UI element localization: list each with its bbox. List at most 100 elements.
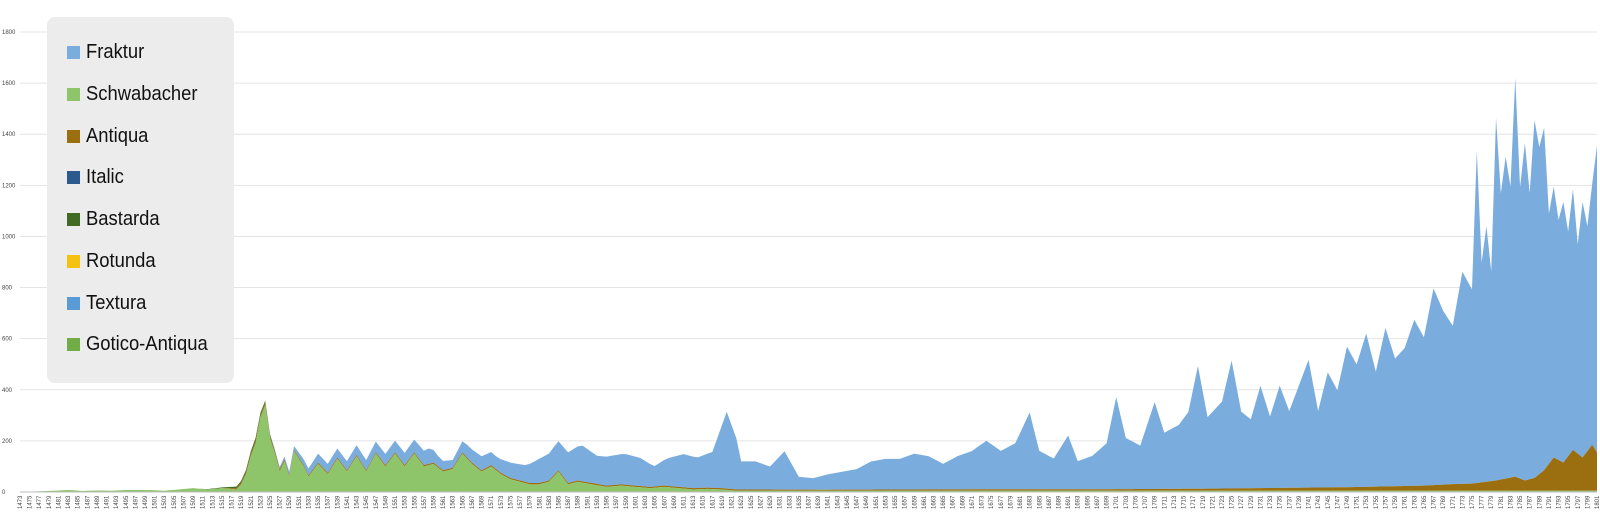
x-tick-label: 1563	[451, 495, 457, 509]
x-tick-label: 1583	[547, 495, 553, 509]
area-schwabacher	[20, 405, 1597, 492]
x-tick-label: 1645	[845, 495, 851, 509]
x-tick-label: 1509	[191, 495, 197, 509]
y-tick-label: 1800	[2, 30, 16, 36]
x-tick-label: 1593	[595, 495, 601, 509]
x-tick-label: 1719	[1201, 495, 1207, 509]
x-tick-label: 1773	[1460, 495, 1466, 509]
legend-item-bastarda[interactable]: Bastarda	[67, 204, 166, 234]
x-tick-label: 1665	[941, 495, 947, 509]
legend-item-italic[interactable]: Italic	[67, 162, 127, 192]
x-tick-label: 1597	[614, 495, 620, 509]
x-tick-label: 1589	[576, 495, 582, 509]
x-tick-label: 1499	[143, 495, 149, 509]
x-tick-label: 1753	[1364, 495, 1370, 509]
x-tick-label: 1767	[1432, 495, 1438, 509]
x-tick-label: 1729	[1249, 495, 1255, 509]
x-tick-label: 1535	[316, 495, 322, 509]
x-tick-label: 1691	[1066, 495, 1072, 509]
x-tick-label: 1749	[1345, 495, 1351, 509]
x-tick-label: 1613	[691, 495, 697, 509]
x-tick-label: 1743	[1316, 495, 1322, 509]
x-tick-label: 1505	[172, 495, 178, 509]
x-tick-label: 1779	[1489, 495, 1495, 509]
x-tick-label: 1711	[1162, 495, 1168, 509]
series-areas	[20, 78, 1597, 492]
x-tick-label: 1643	[835, 495, 841, 509]
x-tick-label: 1639	[816, 495, 822, 509]
legend-swatch-rotunda	[67, 254, 80, 268]
x-tick-label: 1609	[672, 495, 678, 509]
x-tick-label: 1655	[893, 495, 899, 509]
y-tick-label: 400	[2, 388, 13, 394]
x-tick-label: 1689	[1057, 495, 1063, 509]
x-tick-label: 1637	[807, 495, 813, 509]
x-tick-label: 1567	[470, 495, 476, 509]
x-tick-label: 1529	[287, 495, 293, 509]
legend-label-gotico-antiqua: Gotico-Antiqua	[86, 332, 208, 355]
x-tick-label: 1561	[441, 495, 447, 509]
x-tick-label: 1763	[1412, 495, 1418, 509]
x-tick-label: 1745	[1326, 495, 1332, 509]
x-tick-label: 1781	[1499, 495, 1505, 509]
x-tick-label: 1765	[1422, 495, 1428, 509]
legend-item-textura[interactable]: Textura	[67, 288, 152, 318]
x-tick-label: 1579	[528, 495, 534, 509]
legend-label-rotunda: Rotunda	[86, 249, 156, 272]
x-tick-label: 1677	[999, 495, 1005, 509]
x-tick-label: 1573	[499, 495, 505, 509]
x-tick-label: 1715	[1182, 495, 1188, 509]
x-tick-label: 1759	[1393, 495, 1399, 509]
legend-item-gotico-antiqua[interactable]: Gotico-Antiqua	[67, 329, 218, 359]
x-tick-label: 1581	[537, 495, 543, 509]
y-tick-label: 800	[2, 286, 13, 292]
legend-swatch-textura	[67, 296, 80, 310]
x-tick-label: 1793	[1557, 495, 1563, 509]
legend-item-fraktur[interactable]: Fraktur	[67, 37, 149, 67]
x-tick-label: 1525	[268, 495, 274, 509]
legend-item-rotunda[interactable]: Rotunda	[67, 246, 162, 276]
x-tick-label: 1495	[124, 495, 130, 509]
x-tick-label: 1795	[1566, 495, 1572, 509]
legend-label-italic: Italic	[86, 165, 124, 188]
x-tick-label: 1709	[1153, 495, 1159, 509]
x-tick-label: 1603	[643, 495, 649, 509]
x-tick-label: 1633	[787, 495, 793, 509]
x-tick-label: 1775	[1470, 495, 1476, 509]
x-tick-label: 1651	[874, 495, 880, 509]
x-tick-label: 1695	[1085, 495, 1091, 509]
x-tick-label: 1801	[1595, 495, 1600, 509]
legend-swatch-antiqua	[67, 129, 80, 143]
x-tick-label: 1683	[1028, 495, 1034, 509]
x-tick-label: 1701	[1114, 495, 1120, 509]
x-tick-label: 1531	[297, 495, 303, 509]
x-tick-label: 1659	[912, 495, 918, 509]
x-tick-label: 1537	[326, 495, 332, 509]
x-tick-label: 1481	[57, 495, 63, 509]
x-tick-label: 1601	[633, 495, 639, 509]
x-tick-label: 1527	[278, 495, 284, 509]
x-tick-label: 1769	[1441, 495, 1447, 509]
x-tick-label: 1771	[1451, 495, 1457, 509]
x-tick-label: 1687	[1047, 495, 1053, 509]
x-tick-label: 1755	[1374, 495, 1380, 509]
x-tick-label: 1559	[432, 495, 438, 509]
y-tick-label: 600	[2, 337, 13, 343]
x-tick-label: 1599	[624, 495, 630, 509]
x-tick-label: 1587	[566, 495, 572, 509]
x-tick-label: 1667	[951, 495, 957, 509]
y-axis-ticks: 0 200 400 600 800 1000 1200 1400 1600 1800	[2, 30, 16, 496]
x-tick-label: 1627	[758, 495, 764, 509]
legend-item-antiqua[interactable]: Antiqua	[67, 121, 154, 151]
x-tick-label: 1669	[960, 495, 966, 509]
x-tick-label: 1533	[307, 495, 313, 509]
x-tick-label: 1507	[182, 495, 188, 509]
x-tick-label: 1737	[1287, 495, 1293, 509]
x-tick-label: 1707	[1143, 495, 1149, 509]
x-tick-label: 1557	[422, 495, 428, 509]
x-tick-label: 1647	[855, 495, 861, 509]
legend-item-schwabacher[interactable]: Schwabacher	[67, 79, 207, 109]
x-tick-label: 1517	[230, 495, 236, 509]
x-tick-label: 1513	[210, 495, 216, 509]
x-tick-label: 1591	[585, 495, 591, 509]
